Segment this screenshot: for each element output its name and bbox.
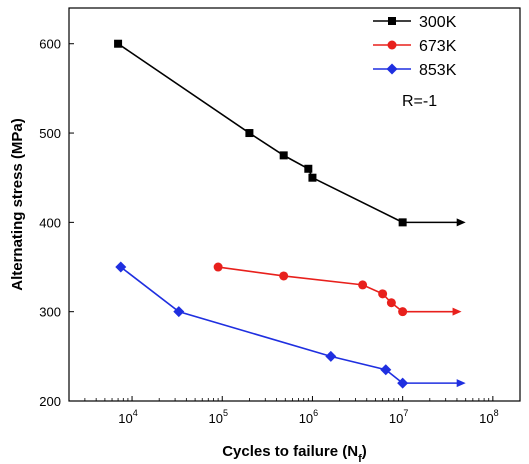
data-point xyxy=(308,173,317,182)
y-tick-label: 500 xyxy=(39,126,61,141)
legend-label-300K: 300K xyxy=(419,14,457,31)
x-tick-label: 104 xyxy=(118,408,137,426)
x-axis-title-suffix: ) xyxy=(362,443,367,460)
series-line xyxy=(117,43,404,224)
x-tick-label: 105 xyxy=(209,408,228,426)
x-tick-label: 107 xyxy=(389,408,408,426)
data-point xyxy=(397,377,409,389)
y-tick-label: 200 xyxy=(39,394,61,409)
legend: 300K 673K 853K xyxy=(373,14,457,79)
y-tick-label: 300 xyxy=(39,305,61,320)
runout-arrow-head xyxy=(452,307,462,316)
plot-layer: 200 300 400 500 600 104 105 106 107 108 xyxy=(39,7,521,426)
y-tick-label: 600 xyxy=(39,37,61,52)
x-axis-title: Cycles to failure (Nf) xyxy=(222,443,367,464)
data-point xyxy=(325,350,337,362)
legend-marker-853K xyxy=(386,63,398,75)
data-point xyxy=(398,307,408,317)
data-point xyxy=(386,298,396,308)
data-point xyxy=(115,261,127,273)
y-axis-title: Alternating stress (MPa) xyxy=(9,118,26,291)
runout-arrow-head xyxy=(456,218,466,227)
data-point xyxy=(213,262,223,272)
series-layer xyxy=(114,39,466,389)
y-tick-label: 400 xyxy=(39,215,61,230)
legend-label-853K: 853K xyxy=(419,62,457,79)
series-853K xyxy=(115,261,466,389)
data-point xyxy=(380,364,392,376)
data-point xyxy=(358,280,368,290)
x-tick-label: 106 xyxy=(299,408,318,426)
data-point xyxy=(378,289,388,299)
series-line xyxy=(218,266,404,313)
stress-ratio-annotation: R=-1 xyxy=(402,93,437,110)
series-300K xyxy=(114,39,466,227)
data-point xyxy=(245,129,254,138)
plot-frame xyxy=(68,7,521,402)
legend-marker-300K xyxy=(388,17,396,25)
legend-marker-673K xyxy=(387,40,397,50)
data-point xyxy=(114,39,123,48)
data-point xyxy=(279,151,288,160)
data-point xyxy=(304,164,313,173)
x-tick-label: 108 xyxy=(479,408,498,426)
data-point xyxy=(398,218,407,227)
series-673K xyxy=(213,262,462,317)
data-point xyxy=(279,271,289,281)
runout-arrow-head xyxy=(456,379,466,388)
x-axis-title-main: Cycles to failure (N xyxy=(222,443,358,460)
legend-label-673K: 673K xyxy=(419,38,457,55)
x-axis-title-subscript: f xyxy=(358,453,362,464)
data-point xyxy=(173,306,185,318)
